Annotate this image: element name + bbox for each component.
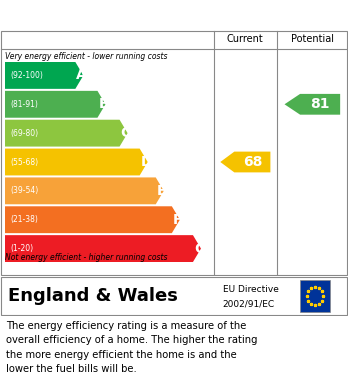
Text: A: A <box>76 68 87 83</box>
Polygon shape <box>5 91 105 118</box>
Text: C: C <box>120 126 131 140</box>
Polygon shape <box>5 235 201 262</box>
Text: (39-54): (39-54) <box>10 187 38 196</box>
Text: 81: 81 <box>310 97 330 111</box>
Polygon shape <box>5 149 148 176</box>
Text: D: D <box>141 155 152 169</box>
Text: Energy Efficiency Rating: Energy Efficiency Rating <box>10 7 232 23</box>
Text: The energy efficiency rating is a measure of the
overall efficiency of a home. T: The energy efficiency rating is a measur… <box>6 321 258 374</box>
Text: (55-68): (55-68) <box>10 158 38 167</box>
Polygon shape <box>5 120 128 147</box>
Polygon shape <box>285 94 340 115</box>
Text: 68: 68 <box>243 155 262 169</box>
Text: (81-91): (81-91) <box>10 100 38 109</box>
Text: Very energy efficient - lower running costs: Very energy efficient - lower running co… <box>5 52 167 61</box>
Text: E: E <box>157 184 166 198</box>
Text: Potential: Potential <box>291 34 334 44</box>
Polygon shape <box>5 178 164 204</box>
Text: (92-100): (92-100) <box>10 71 43 80</box>
Text: England & Wales: England & Wales <box>8 287 178 305</box>
Text: (69-80): (69-80) <box>10 129 38 138</box>
Text: B: B <box>98 97 109 111</box>
Text: (21-38): (21-38) <box>10 215 38 224</box>
Text: G: G <box>194 242 205 256</box>
Polygon shape <box>5 62 84 89</box>
Text: EU Directive: EU Directive <box>223 285 279 294</box>
Polygon shape <box>220 152 270 172</box>
Polygon shape <box>5 206 180 233</box>
Text: 2002/91/EC: 2002/91/EC <box>223 300 275 308</box>
Text: (1-20): (1-20) <box>10 244 33 253</box>
Text: Current: Current <box>227 34 264 44</box>
Bar <box>300 280 330 312</box>
Text: Not energy efficient - higher running costs: Not energy efficient - higher running co… <box>5 253 167 262</box>
Text: F: F <box>173 213 182 227</box>
